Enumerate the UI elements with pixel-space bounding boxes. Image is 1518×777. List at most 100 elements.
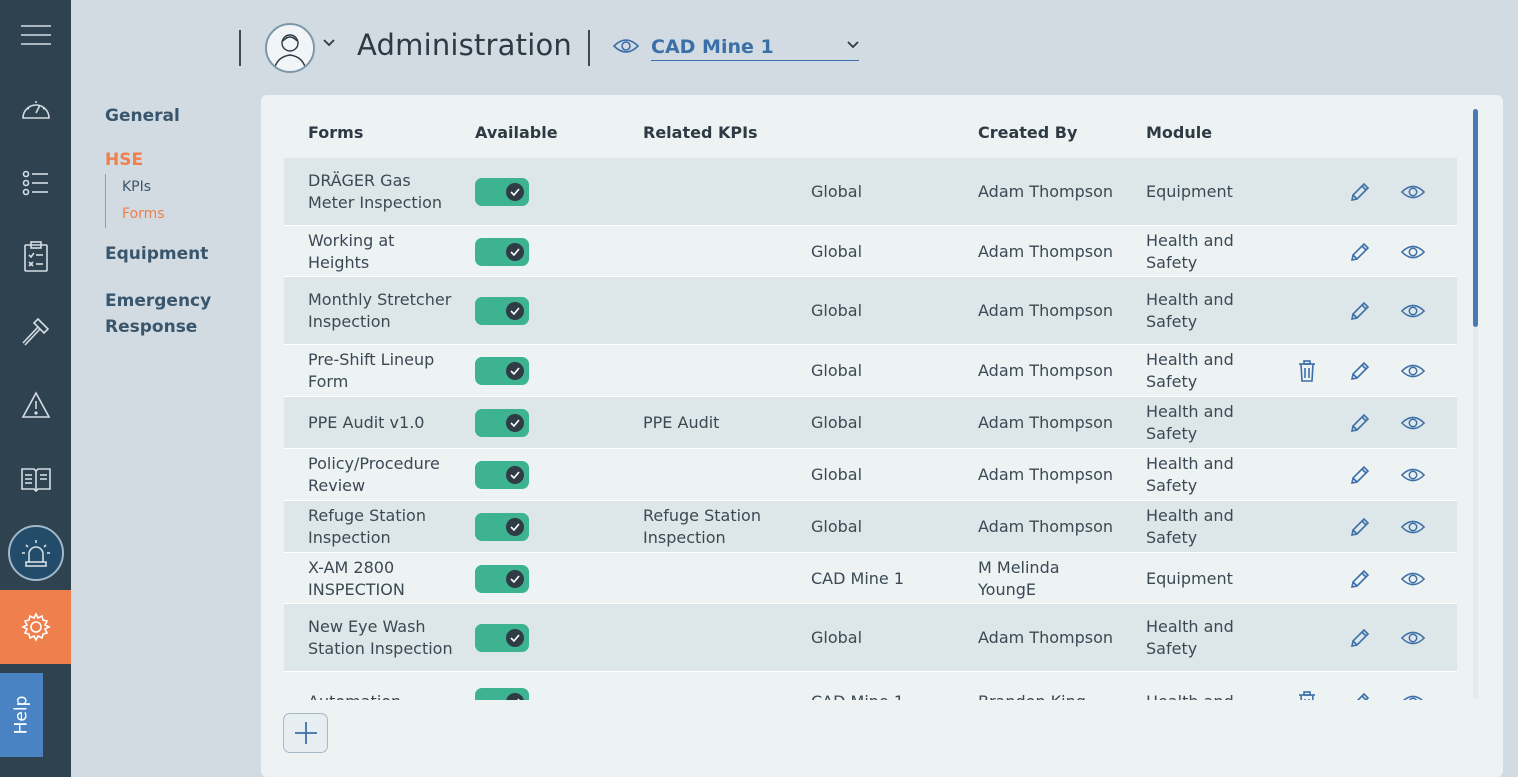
add-form-button[interactable] — [283, 713, 328, 753]
edit-button[interactable] — [1347, 625, 1373, 651]
view-button[interactable] — [1400, 462, 1426, 488]
site-name: CAD Mine 1 — [651, 36, 859, 61]
pencil-icon — [1350, 569, 1370, 588]
edit-button[interactable] — [1347, 410, 1373, 436]
delete-button[interactable] — [1294, 358, 1320, 384]
available-toggle[interactable] — [475, 564, 529, 593]
view-button[interactable] — [1400, 566, 1426, 592]
header-related-kpis: Related KPIs — [643, 123, 758, 142]
subnav-equipment[interactable]: Equipment — [105, 244, 209, 264]
admin-subnav: General HSE KPIs Forms Equipment Emergen… — [105, 106, 255, 340]
edit-button[interactable] — [1347, 298, 1373, 324]
pencil-icon — [1350, 182, 1370, 202]
available-toggle[interactable] — [475, 624, 529, 652]
scrollbar[interactable] — [1473, 109, 1478, 699]
cell-form-name: PPE Audit v1.0 — [308, 413, 425, 432]
available-toggle[interactable] — [475, 513, 529, 541]
edit-button[interactable] — [1347, 239, 1373, 265]
cell-scope: Global — [811, 413, 863, 432]
cell-form-name: Policy/Procedure Review — [308, 454, 440, 495]
avatar[interactable] — [265, 23, 315, 73]
nav-checklists[interactable] — [0, 148, 71, 218]
header-created-by: Created By — [978, 123, 1078, 142]
cell-module: Health and Safety — [1146, 290, 1234, 331]
app-rail — [0, 0, 71, 777]
header-divider — [588, 30, 590, 66]
hamburger-icon — [20, 25, 51, 45]
cell-scope: CAD Mine 1 — [811, 569, 905, 588]
cell-module: Health and Safety — [1146, 402, 1234, 443]
clipboard-icon — [23, 241, 48, 272]
nav-tools[interactable] — [0, 296, 71, 366]
subnav-kpis[interactable]: KPIs — [122, 179, 152, 195]
nav-dashboard[interactable] — [0, 74, 71, 144]
view-button[interactable] — [1400, 689, 1426, 700]
eye-icon — [1400, 631, 1426, 645]
help-tab[interactable]: Help — [0, 673, 43, 757]
available-toggle[interactable] — [475, 409, 529, 437]
edit-button[interactable] — [1347, 462, 1373, 488]
table-row: Pre-Shift Lineup Form Global Adam Thompson… — [284, 345, 1457, 397]
table-header: Forms Available Related KPIs Created By … — [284, 119, 1457, 149]
view-button[interactable] — [1400, 239, 1426, 265]
view-button[interactable] — [1400, 514, 1426, 540]
available-toggle[interactable] — [475, 688, 529, 700]
scrollbar-thumb[interactable] — [1473, 109, 1478, 327]
site-selector[interactable]: CAD Mine 1 — [612, 35, 860, 61]
cell-scope: Global — [811, 628, 863, 647]
alarm-light-icon — [21, 540, 50, 567]
header-module: Module — [1146, 123, 1213, 142]
edit-button[interactable] — [1347, 566, 1373, 592]
view-button[interactable] — [1400, 625, 1426, 651]
subnav-general[interactable]: General — [105, 106, 180, 126]
view-button[interactable] — [1400, 358, 1426, 384]
edit-button[interactable] — [1347, 689, 1373, 700]
available-toggle[interactable] — [475, 461, 529, 489]
subnav-emergency-response[interactable]: Emergency Response — [105, 291, 212, 337]
eye-icon — [1400, 245, 1426, 258]
nav-settings[interactable] — [0, 590, 71, 664]
nav-forms[interactable] — [0, 222, 71, 292]
alarm-button[interactable] — [7, 525, 64, 581]
subnav-hse[interactable]: HSE — [105, 150, 144, 170]
edit-button[interactable] — [1347, 358, 1373, 384]
user-icon — [273, 34, 307, 71]
check-icon — [510, 634, 520, 642]
cell-scope: Global — [811, 242, 863, 261]
trash-icon — [1299, 360, 1315, 382]
view-button[interactable] — [1400, 298, 1426, 324]
delete-button[interactable] — [1294, 689, 1320, 700]
eye-icon — [1400, 468, 1426, 482]
available-toggle[interactable] — [475, 237, 529, 266]
chevron-down-icon[interactable] — [322, 38, 336, 48]
help-label: Help — [11, 695, 32, 735]
cell-created-by: Adam Thompson — [978, 361, 1114, 380]
nav-emergency[interactable] — [0, 518, 71, 588]
available-toggle[interactable] — [475, 297, 529, 325]
edit-button[interactable] — [1347, 514, 1373, 540]
table-row: Policy/Procedure Review Global Adam Thomps… — [284, 449, 1457, 501]
view-button[interactable] — [1400, 179, 1426, 205]
cell-module: Health and Safety — [1146, 231, 1234, 272]
available-toggle[interactable] — [475, 357, 529, 385]
subnav-forms[interactable]: Forms — [122, 206, 165, 222]
view-button[interactable] — [1400, 410, 1426, 436]
eye-icon — [1400, 364, 1426, 378]
edit-button[interactable] — [1347, 179, 1373, 205]
book-icon — [20, 468, 51, 493]
eye-icon — [1403, 695, 1423, 700]
toggle-knob — [506, 302, 524, 320]
header-available: Available — [475, 123, 558, 142]
table-row: Working at Heights Global Adam Thompson Hea… — [284, 226, 1457, 277]
plus-icon — [294, 722, 317, 744]
check-icon — [510, 247, 520, 256]
nav-incidents[interactable] — [0, 370, 71, 440]
menu-button[interactable] — [0, 0, 71, 70]
cell-created-by: M Melinda YoungE — [978, 558, 1060, 599]
available-toggle[interactable] — [475, 178, 529, 206]
nav-library[interactable] — [0, 444, 71, 514]
cell-related-kpi: Refuge Station Inspection — [643, 506, 761, 547]
warning-icon — [21, 391, 50, 418]
check-icon — [510, 188, 520, 196]
forms-table-body: DRÄGER Gas Meter Inspection Global Adam Th… — [284, 158, 1457, 700]
